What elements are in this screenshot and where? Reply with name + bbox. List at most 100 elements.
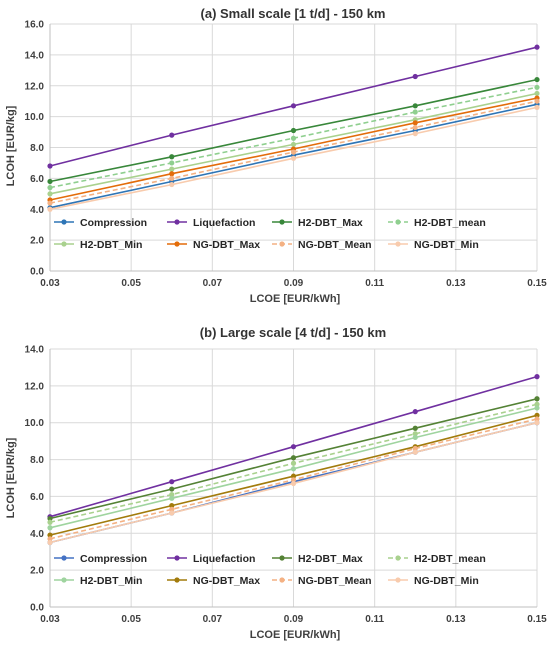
- y-tick-label: 10.0: [25, 418, 45, 429]
- x-tick-label: 0.13: [446, 278, 466, 289]
- x-tick-label: 0.03: [40, 614, 60, 625]
- data-point: [169, 503, 175, 509]
- legend-label: Liquefaction: [193, 217, 255, 229]
- x-tick-label: 0.09: [284, 614, 304, 625]
- legend-label: NG-DBT_Mean: [298, 239, 372, 251]
- data-point: [534, 412, 540, 418]
- data-point: [534, 98, 540, 104]
- data-point: [290, 103, 297, 109]
- y-tick-label: 2.0: [30, 566, 44, 577]
- legend-marker: [279, 219, 285, 225]
- data-point: [534, 401, 540, 407]
- data-point: [412, 431, 418, 437]
- legend-marker: [61, 555, 67, 561]
- legend-label: Liquefaction: [193, 553, 255, 565]
- y-tick-label: 0.0: [30, 267, 44, 278]
- data-point: [290, 444, 297, 450]
- y-tick-label: 12.0: [25, 81, 45, 92]
- x-tick-label: 0.11: [365, 614, 384, 625]
- data-point: [412, 425, 418, 431]
- data-point: [290, 141, 297, 148]
- data-point: [412, 434, 418, 441]
- data-point: [290, 460, 297, 466]
- y-tick-label: 14.0: [25, 345, 45, 356]
- y-tick-label: 0.0: [30, 603, 44, 614]
- data-point: [169, 166, 175, 172]
- y-tick-label: 8.0: [30, 143, 44, 154]
- series-group: [47, 374, 540, 546]
- data-point: [169, 171, 175, 177]
- legend-label: H2-DBT_Max: [298, 553, 363, 565]
- legend-marker: [395, 219, 401, 225]
- y-tick-label: 2.0: [30, 236, 44, 247]
- data-point: [290, 155, 297, 161]
- data-point: [169, 154, 175, 160]
- data-point: [412, 73, 418, 80]
- data-point: [47, 515, 53, 522]
- data-point: [47, 178, 53, 185]
- legend-marker: [395, 577, 401, 583]
- x-axis-label: LCOE [EUR/kWh]: [250, 293, 341, 305]
- legend-label: H2-DBT_mean: [414, 553, 486, 565]
- y-tick-label: 16.0: [25, 20, 45, 31]
- data-point: [290, 480, 297, 487]
- x-tick-label: 0.15: [527, 278, 547, 289]
- data-point: [47, 525, 53, 531]
- data-point: [534, 76, 540, 83]
- legend-marker: [174, 555, 180, 561]
- data-point: [169, 491, 175, 498]
- x-tick-label: 0.07: [203, 614, 223, 625]
- data-point: [412, 103, 418, 109]
- data-point: [47, 519, 53, 525]
- legend-label: NG-DBT_Max: [193, 239, 260, 251]
- data-point: [534, 104, 540, 110]
- legend-marker: [61, 219, 67, 225]
- y-tick-label: 4.0: [30, 205, 44, 216]
- legend-label: NG-DBT_Max: [193, 575, 260, 587]
- legend-label: Compression: [80, 553, 147, 565]
- data-point: [412, 409, 418, 415]
- data-point: [534, 416, 540, 422]
- legend-marker: [279, 577, 285, 583]
- data-point: [412, 131, 418, 137]
- x-tick-label: 0.05: [121, 614, 141, 625]
- chart-panel-small-scale: (a) Small scale [1 t/d] - 150 km LCOE [E…: [5, 6, 547, 305]
- data-point: [412, 449, 418, 455]
- x-tick-label: 0.09: [284, 278, 304, 289]
- data-point: [412, 124, 418, 131]
- data-point: [47, 206, 53, 212]
- legend-marker: [174, 577, 180, 583]
- data-point: [290, 127, 297, 134]
- legend-marker: [279, 241, 285, 247]
- y-tick-label: 14.0: [25, 50, 45, 61]
- x-tick-label: 0.03: [40, 278, 60, 289]
- y-tick-label: 6.0: [30, 174, 44, 185]
- legend: Compression Liquefaction H2-DBT_Max H2-DBT_…: [54, 217, 486, 251]
- data-point: [534, 396, 540, 402]
- data-point: [290, 149, 297, 155]
- data-point: [534, 84, 540, 90]
- data-point: [47, 200, 53, 206]
- y-tick-label: 12.0: [25, 381, 45, 392]
- y-tick-label: 4.0: [30, 529, 44, 540]
- legend-marker: [61, 577, 67, 583]
- data-point: [412, 120, 418, 126]
- axes: 0.0 2.0 4.0 6.0 8.0 10.0 12.0 14.0 16.0 0.03 0.05 0…: [25, 20, 548, 290]
- chart-title: (b) Large scale [4 t/d] - 150 km: [200, 325, 386, 340]
- series-group: [47, 44, 540, 212]
- data-point: [534, 405, 540, 411]
- data-point: [169, 479, 175, 485]
- legend-label: NG-DBT_Min: [414, 239, 479, 251]
- data-point: [290, 466, 297, 472]
- legend-marker: [279, 555, 285, 561]
- data-point: [534, 374, 540, 380]
- x-tick-label: 0.11: [365, 278, 384, 289]
- legend-label: NG-DBT_Min: [414, 575, 479, 587]
- legend-marker: [174, 219, 180, 225]
- data-point: [47, 185, 53, 191]
- x-axis-label: LCOE [EUR/kWh]: [250, 629, 341, 641]
- data-point: [534, 44, 540, 50]
- y-tick-label: 10.0: [25, 112, 45, 123]
- data-point: [412, 109, 418, 115]
